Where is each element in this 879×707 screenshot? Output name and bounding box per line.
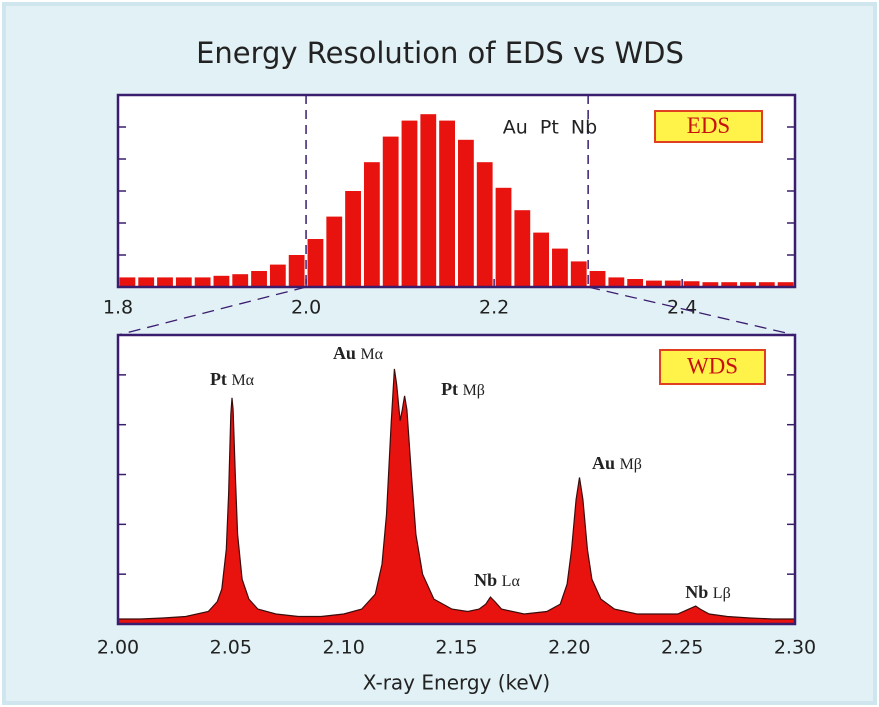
bar <box>476 162 493 287</box>
peak-label: Pt Mβ <box>441 379 485 399</box>
badge-box <box>654 110 763 143</box>
peak-element: Pt <box>441 379 458 399</box>
peak-label: Au Mα <box>333 343 384 363</box>
bar <box>646 280 662 287</box>
bar <box>382 136 399 287</box>
bar <box>288 255 305 287</box>
plot-frame <box>116 93 797 289</box>
peak-line: Mα <box>231 372 254 389</box>
bar <box>570 261 587 287</box>
bar <box>157 277 173 287</box>
bar <box>175 277 192 287</box>
bar <box>589 271 606 287</box>
bar <box>439 120 455 287</box>
x-tick-label: 2.10 <box>323 637 365 659</box>
peak-element: Nb <box>685 582 708 602</box>
bar <box>232 274 249 287</box>
plot-frame <box>116 333 797 626</box>
bar <box>345 191 361 287</box>
x-tick-label: 2.30 <box>774 637 816 659</box>
x-tick-label: 2.15 <box>435 637 477 659</box>
peak-label: Nb Lβ <box>685 582 730 602</box>
annotation: Au Pt Nb <box>503 117 597 139</box>
bar <box>777 282 794 287</box>
peak-line: Mα <box>360 346 383 363</box>
x-tick-label: 2.05 <box>210 637 252 659</box>
peak-line: Lα <box>502 573 521 590</box>
zoom-connector <box>117 286 307 336</box>
bar <box>363 162 380 287</box>
peak-element: Au <box>333 343 356 363</box>
bar <box>213 275 230 287</box>
bar <box>138 277 155 287</box>
bar <box>458 139 474 287</box>
x-axis-label: X-ray Energy (keV) <box>363 671 550 695</box>
x-tick-label: 1.8 <box>103 297 133 319</box>
bar <box>119 277 136 287</box>
bar <box>307 239 324 287</box>
bar <box>533 232 550 287</box>
bar <box>420 114 437 287</box>
bar <box>627 279 644 287</box>
x-tick-label: 2.20 <box>548 637 590 659</box>
peak-element: Nb <box>474 570 497 590</box>
peak-label: Au Mβ <box>592 453 642 473</box>
badge-label: EDS <box>687 113 730 138</box>
bar <box>758 282 775 287</box>
bar <box>326 216 343 287</box>
bar <box>495 187 512 287</box>
peak-element: Pt <box>210 369 227 389</box>
peak-line: Lβ <box>713 585 731 602</box>
peak-label: Nb Lα <box>474 570 520 590</box>
bar <box>721 282 738 287</box>
bar <box>401 120 418 287</box>
zoom-connector <box>587 286 796 336</box>
line <box>118 368 795 620</box>
x-tick-label: 2.0 <box>291 297 321 319</box>
bar <box>194 277 211 287</box>
badge-label: WDS <box>687 353 738 378</box>
bar <box>251 271 267 287</box>
peak-element: Au <box>592 453 615 473</box>
x-tick-label: 2.25 <box>661 637 703 659</box>
peak-line: Mβ <box>620 456 642 473</box>
badge-box <box>659 349 766 385</box>
x-tick-label: 2.2 <box>479 297 509 319</box>
chart-title: Energy Resolution of EDS vs WDS <box>196 36 684 70</box>
bar <box>664 280 681 287</box>
bar <box>514 210 531 287</box>
bar <box>608 277 625 287</box>
bar <box>740 282 756 287</box>
peak-line: Mβ <box>463 382 485 399</box>
x-tick-label: 2.00 <box>97 637 139 659</box>
peak-label: Pt Mα <box>210 369 255 389</box>
x-tick-label: 2.4 <box>667 297 697 319</box>
bar <box>702 282 719 287</box>
bar <box>552 248 568 287</box>
bar <box>269 264 286 287</box>
bar <box>683 281 700 287</box>
